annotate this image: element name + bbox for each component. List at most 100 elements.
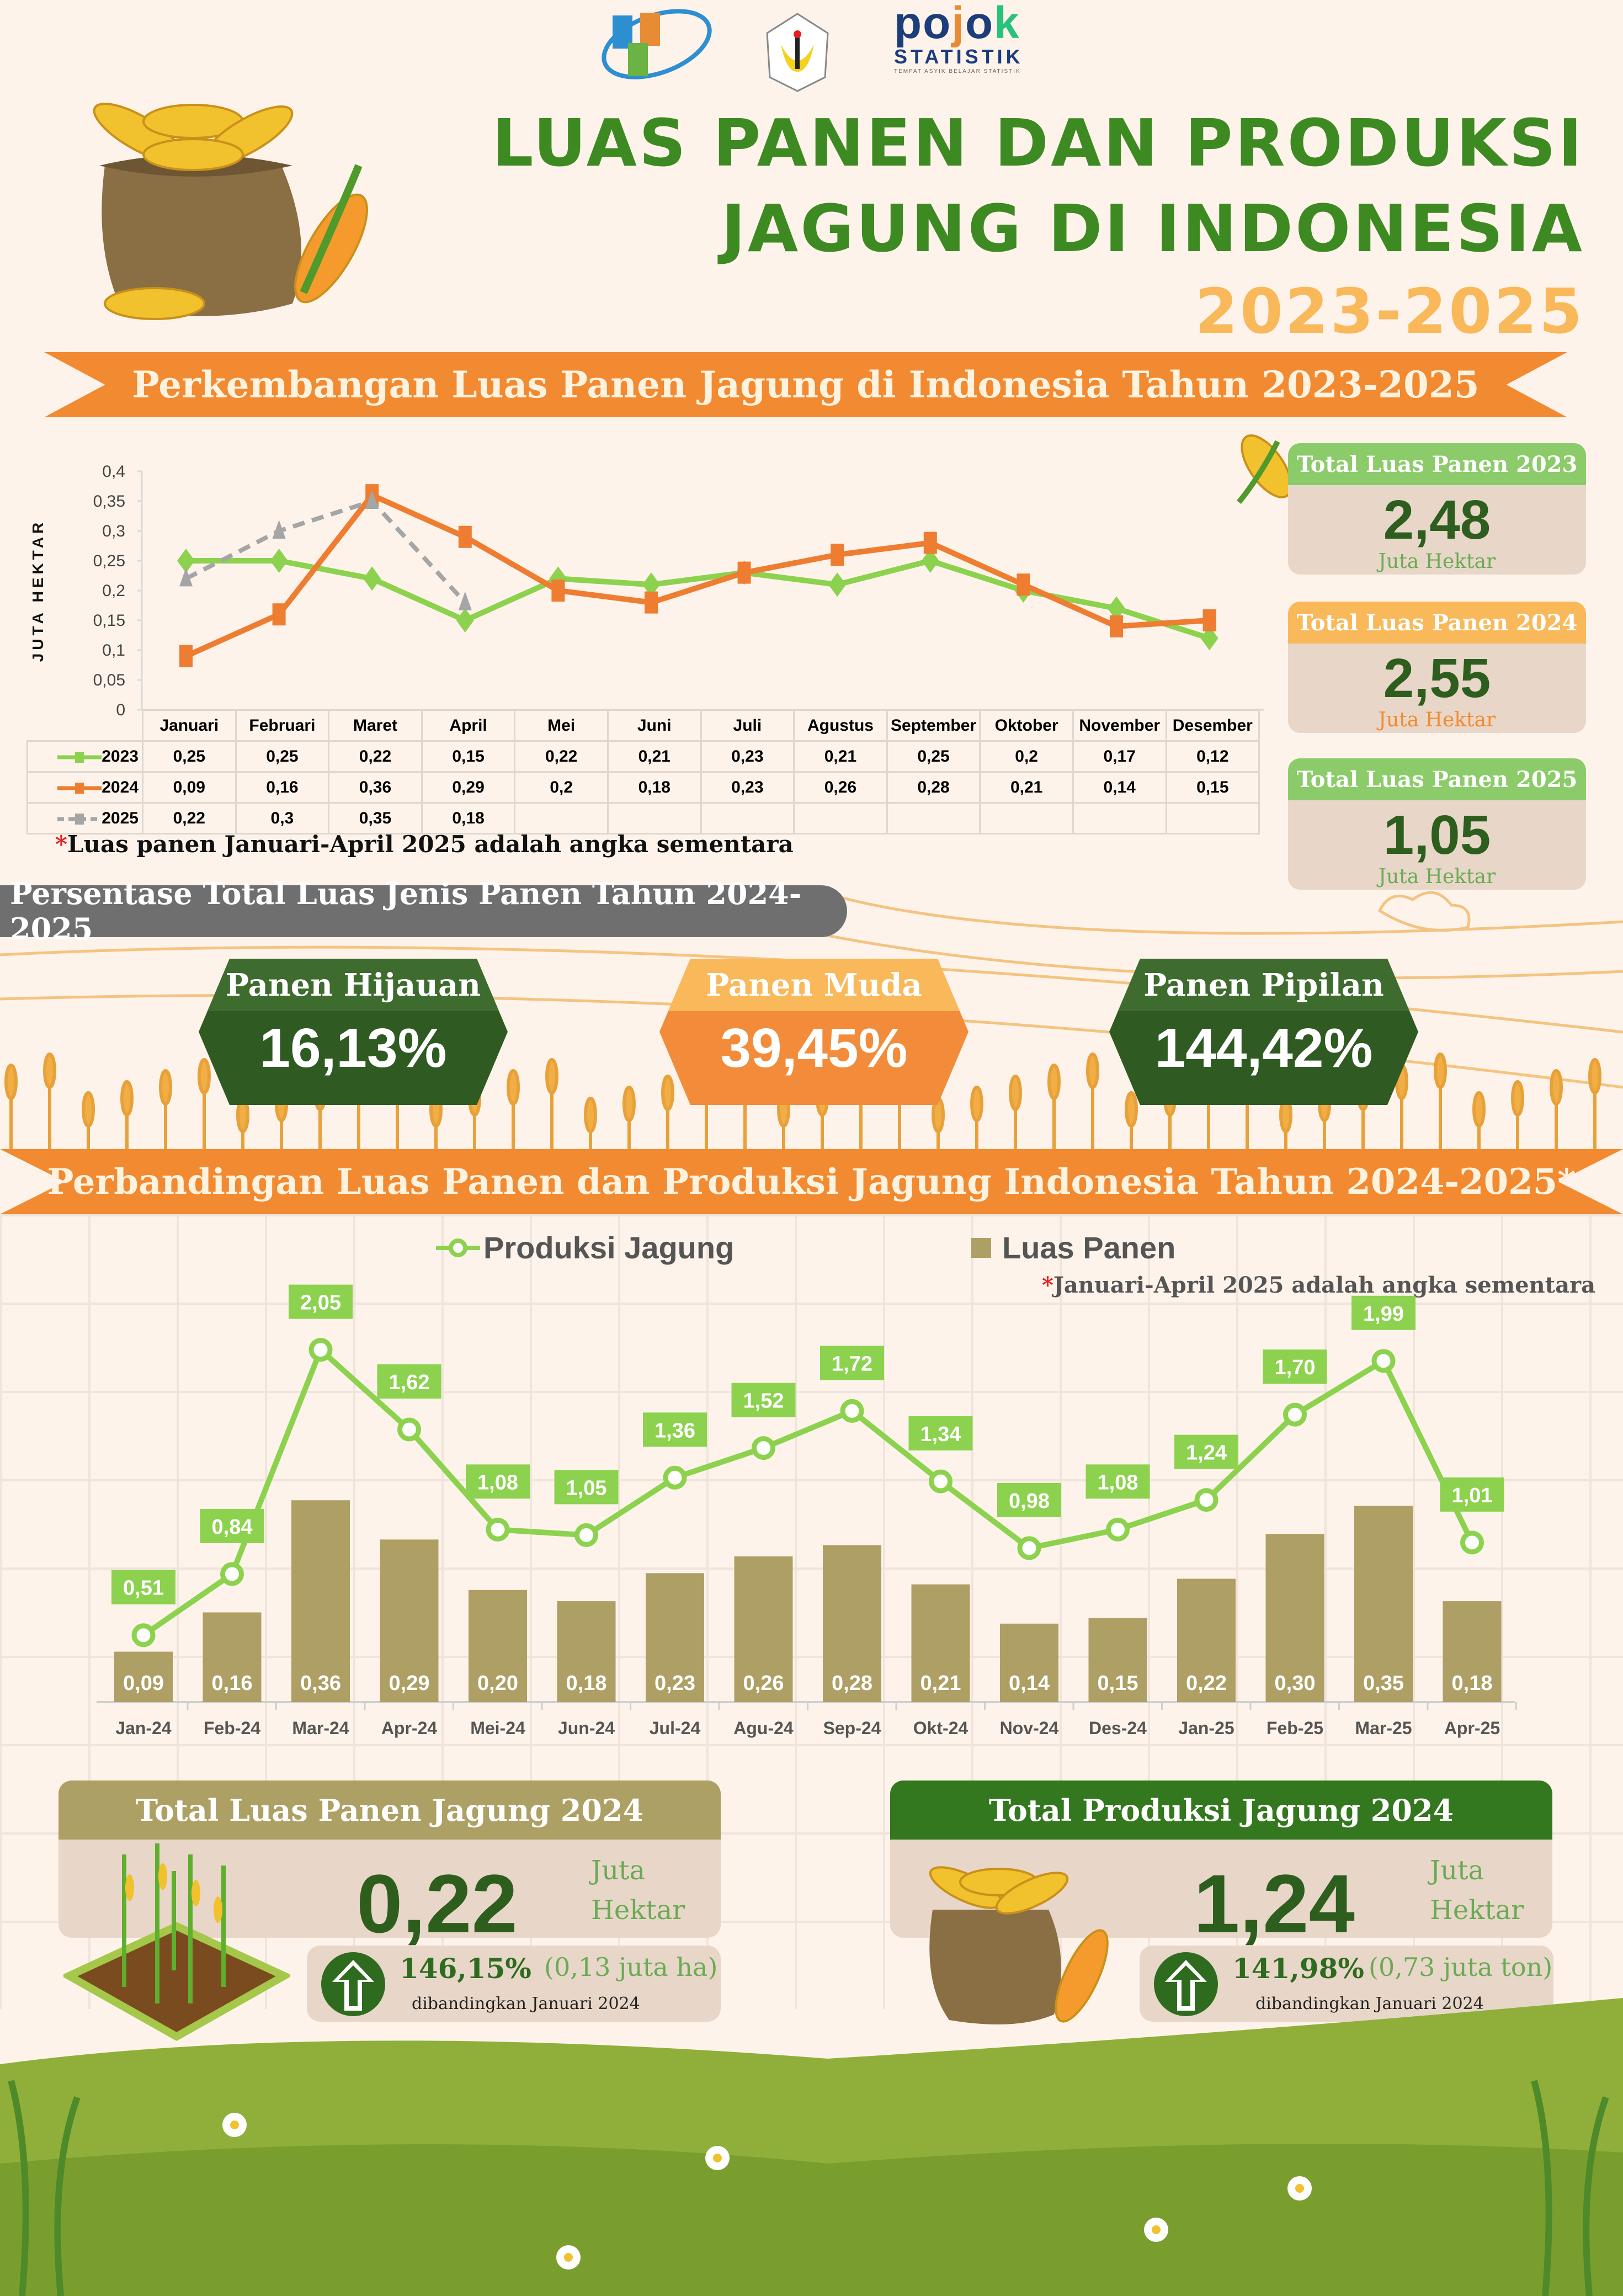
footnote-text: Januari-April 2025 adalah angka sementar… xyxy=(1053,1272,1595,1298)
data-point-produksi xyxy=(663,1465,687,1490)
data-label-produksi: 1,70 xyxy=(1275,1356,1316,1379)
legend-label-produksi: Produksi Jagung xyxy=(483,1230,735,1265)
y-tick-label: 0,35 xyxy=(93,492,125,511)
y-tick-label: 0,3 xyxy=(102,522,125,540)
wheat-head-icon xyxy=(661,1075,674,1111)
data-label-produksi: 2,05 xyxy=(300,1292,341,1315)
arrow-up-icon xyxy=(321,1952,385,2016)
bar-value-label: 0,29 xyxy=(389,1672,430,1695)
x-tick-label: Jul-24 xyxy=(650,1718,701,1738)
x-tick-label: Mei-24 xyxy=(470,1718,525,1738)
series-legend-icon xyxy=(57,813,102,825)
section3-banner-text: Perbandingan Luas Panen dan Produksi Jag… xyxy=(47,1161,1576,1203)
section3-banner: Perbandingan Luas Panen dan Produksi Jag… xyxy=(0,1149,1623,1214)
wheat-head-icon xyxy=(584,1097,597,1133)
badge-label: Panen Muda xyxy=(659,959,969,1011)
line-produksi xyxy=(142,1345,1475,1638)
table-row: 2024 0,09 0,16 0,36 0,29 0,2 0,18 0,23 0,26 0,28 0… xyxy=(26,771,1260,804)
data-point-2024 xyxy=(458,525,472,548)
table-header-cell: Juli xyxy=(700,709,795,742)
series-legend-icon xyxy=(57,751,102,763)
panen-type-badge: Panen Muda 39,45% xyxy=(659,959,969,1105)
badge-label: Panen Pipilan xyxy=(1109,959,1418,1011)
bar-luas-panen xyxy=(646,1573,704,1702)
data-label-box xyxy=(1351,1295,1416,1330)
series-name: 2023 xyxy=(102,747,139,766)
bar-value-label: 0,30 xyxy=(1275,1672,1316,1695)
data-point-produksi xyxy=(1371,1349,1396,1373)
table-header-row: Januari Februari Maret April Mei Juni Juli Agus… xyxy=(28,709,1260,742)
card-title: Total Luas Panen 2023 xyxy=(1288,443,1586,485)
table-header-cell: Februari xyxy=(235,709,330,742)
data-point-2023 xyxy=(921,549,939,573)
data-point-produksi xyxy=(397,1417,421,1442)
data-point-2023 xyxy=(642,572,660,597)
data-point-2023 xyxy=(549,566,567,591)
summary-luas-abs: (0,13 juta ha) xyxy=(544,1952,718,1982)
wheat-head-icon xyxy=(1472,1091,1486,1128)
summary-luas-pct: 146,15% xyxy=(400,1952,531,1985)
corn-sack-small-illustration xyxy=(929,1866,1109,2024)
wheat-head-icon xyxy=(970,1086,983,1122)
wheat-head-icon xyxy=(1588,1058,1601,1094)
card-unit: Juta Hektar xyxy=(1378,550,1496,573)
data-label-produksi: 1,62 xyxy=(389,1371,430,1394)
section1-banner: Perkembangan Luas Panen Jagung di Indone… xyxy=(44,352,1567,417)
table-header-cell: Januari xyxy=(142,709,237,742)
data-label-box xyxy=(820,1346,884,1380)
data-point-produksi xyxy=(131,1623,156,1647)
card-title: Total Luas Panen 2025 xyxy=(1288,758,1586,800)
data-point-2023 xyxy=(363,566,381,591)
unit-line2: Hektar xyxy=(591,1895,685,1926)
x-tick-label: Okt-24 xyxy=(913,1718,969,1738)
data-point-2023 xyxy=(828,572,847,597)
x-tick-label: Feb-25 xyxy=(1267,1718,1323,1738)
data-label-produksi: 0,98 xyxy=(1009,1490,1050,1513)
summary-produksi-unit: Juta Hektar xyxy=(1430,1851,1524,1930)
summary-luas-compare: dibandingkan Januari 2024 xyxy=(412,1994,640,2013)
bar-value-label: 0,20 xyxy=(477,1672,518,1695)
data-point-2024 xyxy=(923,532,937,554)
series-label-cell: 2023 xyxy=(26,740,143,773)
table-cell: 0,15 xyxy=(421,740,516,773)
wheat-head-icon xyxy=(82,1091,95,1128)
wheat-head-icon xyxy=(1550,1069,1563,1106)
x-tick-label: Jan-24 xyxy=(115,1718,172,1738)
bar-value-label: 0,35 xyxy=(1363,1672,1404,1695)
table-cell: 0,25 xyxy=(886,740,981,773)
panen-type-badge: Panen Hijauan 16,13% xyxy=(199,959,508,1105)
legend-label-luas: Luas Panen xyxy=(1002,1230,1176,1265)
bar-luas-panen xyxy=(1443,1601,1502,1702)
data-point-produksi xyxy=(840,1399,864,1423)
data-point-2023 xyxy=(177,549,195,573)
table-cell: 0,16 xyxy=(235,771,330,804)
data-label-box xyxy=(111,1570,175,1604)
data-label-produksi: 1,08 xyxy=(1098,1471,1138,1494)
footnote-star: * xyxy=(1041,1272,1053,1298)
card-value: 2,48 xyxy=(1383,489,1491,551)
bar-value-label: 0,14 xyxy=(1009,1672,1050,1695)
data-point-2023 xyxy=(456,608,474,633)
summary-luas-change: 146,15% (0,13 juta ha) dibandingkan Janu… xyxy=(307,1946,721,2022)
section2-title: Persentase Total Luas Jenis Panen Tahun … xyxy=(0,876,847,947)
corn-sack-illustration xyxy=(93,103,368,320)
card-value: 2,55 xyxy=(1383,647,1491,709)
panen-type-badge: Panen Pipilan 144,42% xyxy=(1109,959,1418,1105)
wheat-head-icon xyxy=(1511,1080,1524,1117)
data-point-produksi xyxy=(1460,1530,1484,1555)
wheat-head-icon xyxy=(4,1064,18,1100)
wheat-head-icon xyxy=(120,1080,134,1117)
data-point-2023 xyxy=(1200,626,1218,651)
bar-value-label: 0,23 xyxy=(654,1672,695,1695)
badge-label: Panen Hijauan xyxy=(199,959,508,1011)
data-point-2024 xyxy=(179,645,193,667)
y-tick-label: 0,25 xyxy=(93,552,125,570)
wheat-head-icon xyxy=(507,1069,520,1106)
table-cell: 0,25 xyxy=(235,740,330,773)
data-label-box xyxy=(1440,1477,1504,1512)
card-title: Total Luas Panen 2024 xyxy=(1288,602,1586,644)
table-cell: 0,2 xyxy=(514,771,609,804)
bar-luas-panen xyxy=(734,1556,793,1702)
bar-value-label: 0,18 xyxy=(1452,1672,1493,1695)
corn-icon xyxy=(1237,434,1292,504)
